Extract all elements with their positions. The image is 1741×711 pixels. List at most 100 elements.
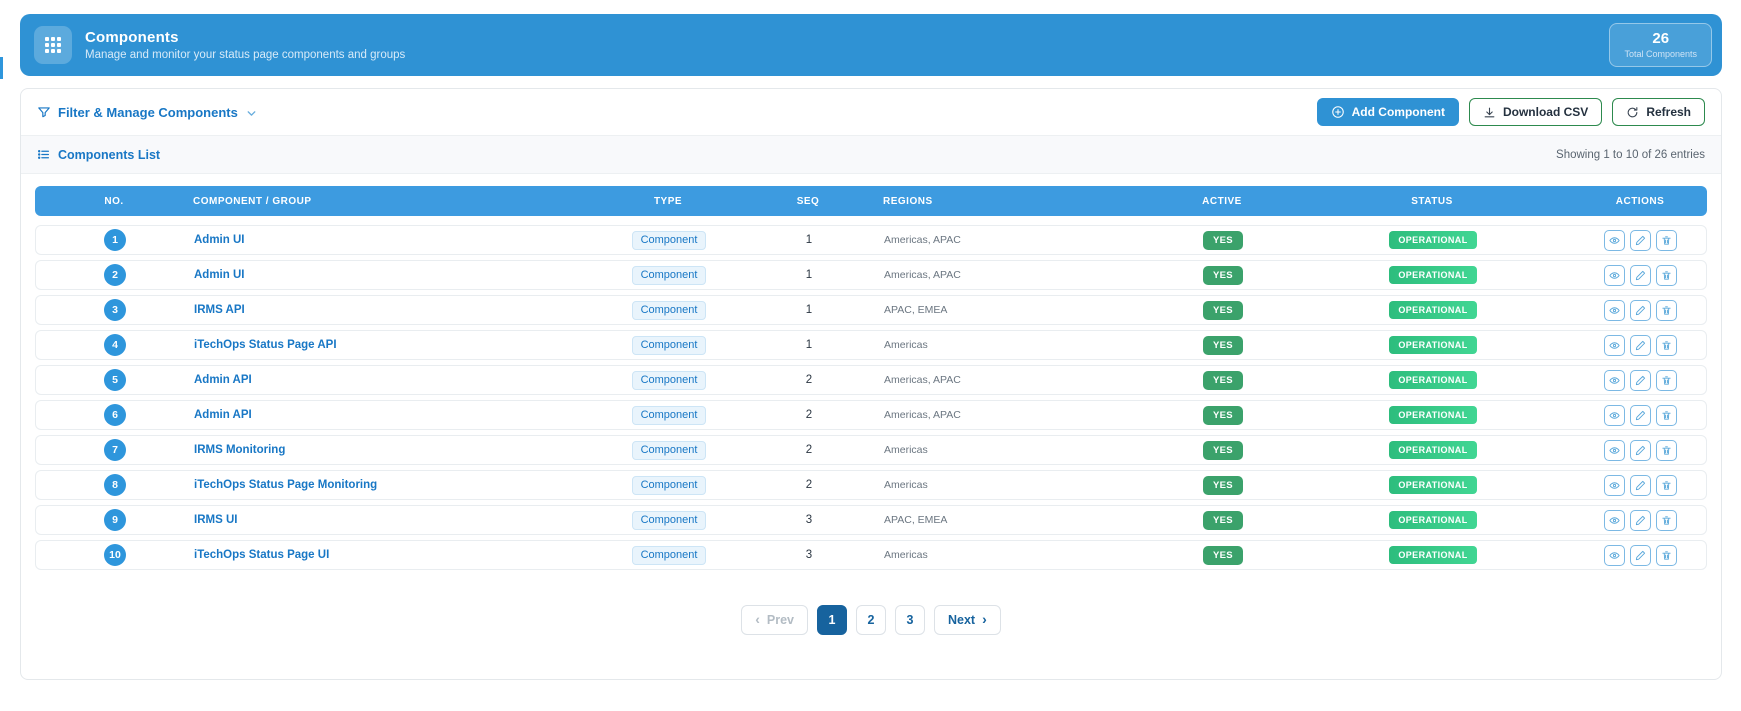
delete-button[interactable]: [1655, 369, 1677, 391]
delete-button[interactable]: [1655, 509, 1677, 531]
component-link[interactable]: Admin UI: [194, 234, 245, 246]
toolbar: Filter & Manage Components Add Component: [21, 89, 1721, 136]
page-button-3[interactable]: 3: [895, 605, 925, 635]
component-link[interactable]: Admin API: [194, 409, 252, 421]
prev-page-button[interactable]: ‹ Prev: [741, 605, 808, 635]
col-header-no: NO.: [104, 195, 124, 207]
list-title: Components List: [37, 148, 160, 162]
type-badge: Component: [631, 230, 707, 250]
eye-icon: [1608, 445, 1620, 456]
add-component-label: Add Component: [1351, 105, 1445, 119]
delete-button[interactable]: [1655, 439, 1677, 461]
toolbar-actions: Add Component Download CSV Refresh: [1316, 98, 1705, 126]
view-button[interactable]: [1603, 509, 1625, 531]
delete-button[interactable]: [1655, 334, 1677, 356]
regions-value: APAC, EMEA: [884, 514, 948, 526]
view-button[interactable]: [1603, 404, 1625, 426]
edit-button[interactable]: [1629, 509, 1651, 531]
component-link[interactable]: iTechOps Status Page UI: [194, 549, 330, 561]
edit-button[interactable]: [1629, 404, 1651, 426]
pencil-icon: [1635, 480, 1646, 491]
edit-button[interactable]: [1629, 474, 1651, 496]
pencil-icon: [1635, 410, 1646, 421]
view-button[interactable]: [1603, 229, 1625, 251]
list-icon: [37, 148, 50, 161]
trash-icon: [1661, 480, 1672, 491]
delete-button[interactable]: [1655, 264, 1677, 286]
eye-icon: [1608, 375, 1620, 386]
status-badge: OPERATIONAL: [1389, 231, 1477, 249]
regions-value: Americas: [884, 444, 928, 456]
delete-button[interactable]: [1655, 299, 1677, 321]
page-header-text: Components Manage and monitor your statu…: [85, 29, 405, 61]
table-row: 7 IRMS Monitoring Component 2 Americas Y…: [35, 435, 1707, 465]
edit-button[interactable]: [1629, 334, 1651, 356]
delete-button[interactable]: [1655, 474, 1677, 496]
view-button[interactable]: [1603, 334, 1625, 356]
view-button[interactable]: [1603, 544, 1625, 566]
delete-button[interactable]: [1655, 544, 1677, 566]
status-badge: OPERATIONAL: [1389, 441, 1477, 459]
table-row: 4 iTechOps Status Page API Component 1 A…: [35, 330, 1707, 360]
eye-icon: [1608, 410, 1620, 421]
component-link[interactable]: iTechOps Status Page Monitoring: [194, 479, 378, 491]
pencil-icon: [1635, 515, 1646, 526]
components-table: NO. COMPONENT / GROUP TYPE SEQ REGIONS A…: [21, 174, 1721, 581]
edit-button[interactable]: [1629, 299, 1651, 321]
eye-icon: [1608, 305, 1620, 316]
pencil-icon: [1635, 445, 1646, 456]
download-csv-button[interactable]: Download CSV: [1468, 98, 1603, 126]
table-row: 1 Admin UI Component 1 Americas, APAC YE…: [35, 225, 1707, 255]
pagination: ‹ Prev 1 2 3 Next ›: [21, 581, 1721, 663]
table-row: 3 IRMS API Component 1 APAC, EMEA YES OP…: [35, 295, 1707, 325]
status-badge: OPERATIONAL: [1389, 336, 1477, 354]
component-link[interactable]: iTechOps Status Page API: [194, 339, 337, 351]
pencil-icon: [1635, 375, 1646, 386]
component-link[interactable]: Admin API: [194, 374, 252, 386]
regions-value: Americas, APAC: [884, 374, 961, 386]
view-button[interactable]: [1603, 369, 1625, 391]
eye-icon: [1608, 480, 1620, 491]
col-header-actions: ACTIONS: [1615, 195, 1665, 207]
row-number-badge: 10: [104, 544, 126, 566]
row-number-badge: 7: [104, 439, 126, 461]
edit-button[interactable]: [1629, 544, 1651, 566]
edit-button[interactable]: [1629, 439, 1651, 461]
filter-toggle[interactable]: Filter & Manage Components: [37, 105, 258, 120]
status-badge: OPERATIONAL: [1389, 301, 1477, 319]
page-button-2[interactable]: 2: [856, 605, 886, 635]
component-link[interactable]: IRMS UI: [194, 514, 238, 526]
add-component-button[interactable]: Add Component: [1316, 98, 1459, 126]
view-button[interactable]: [1603, 474, 1625, 496]
chevron-right-icon: ›: [982, 611, 987, 627]
type-badge: Component: [631, 405, 707, 425]
edit-button[interactable]: [1629, 229, 1651, 251]
active-badge: YES: [1203, 510, 1243, 530]
type-badge: Component: [631, 300, 707, 320]
edit-button[interactable]: [1629, 369, 1651, 391]
view-button[interactable]: [1603, 299, 1625, 321]
filter-toggle-label: Filter & Manage Components: [58, 104, 238, 120]
refresh-label: Refresh: [1646, 105, 1691, 119]
row-number-badge: 4: [104, 334, 126, 356]
component-link[interactable]: Admin UI: [194, 269, 245, 281]
view-button[interactable]: [1603, 439, 1625, 461]
page-button-1[interactable]: 1: [817, 605, 847, 635]
page-header: Components Manage and monitor your statu…: [20, 14, 1722, 76]
edit-button[interactable]: [1629, 264, 1651, 286]
components-card: Filter & Manage Components Add Component: [20, 88, 1722, 680]
delete-button[interactable]: [1655, 404, 1677, 426]
next-page-button[interactable]: Next ›: [934, 605, 1001, 635]
trash-icon: [1661, 375, 1672, 386]
component-link[interactable]: IRMS Monitoring: [194, 444, 286, 456]
view-button[interactable]: [1603, 264, 1625, 286]
regions-value: Americas: [884, 339, 928, 351]
status-badge: OPERATIONAL: [1389, 546, 1477, 564]
col-header-type: TYPE: [653, 195, 683, 207]
delete-button[interactable]: [1655, 229, 1677, 251]
regions-value: Americas, APAC: [884, 234, 961, 246]
component-link[interactable]: IRMS API: [194, 304, 245, 316]
active-badge: YES: [1203, 545, 1243, 565]
refresh-button[interactable]: Refresh: [1612, 98, 1705, 126]
